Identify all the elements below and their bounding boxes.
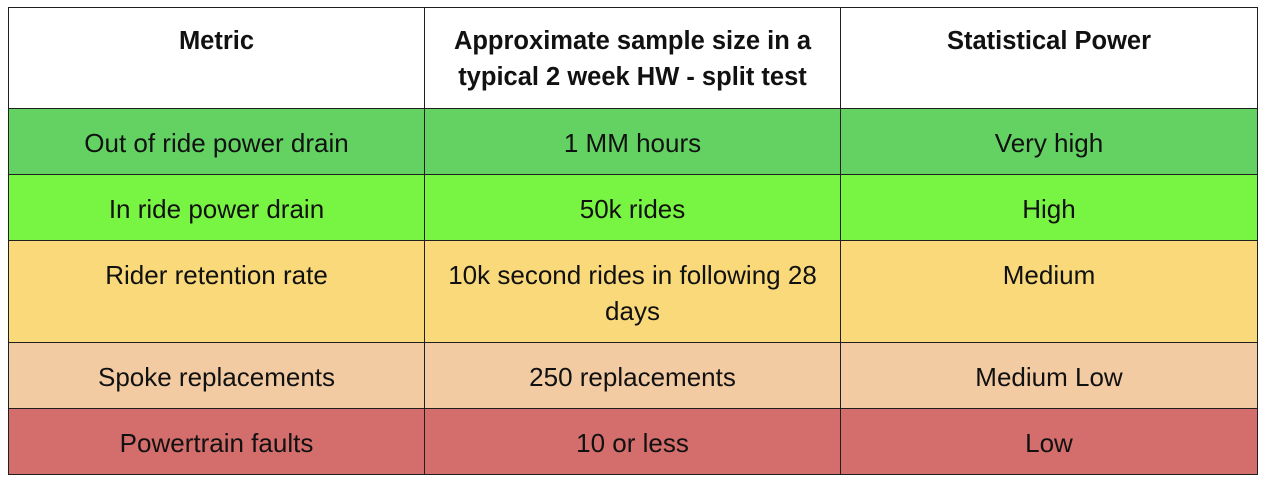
cell-metric: Powertrain faults (8, 408, 425, 475)
table-row: In ride power drain 50k rides High (8, 174, 1258, 241)
cell-statistical-power: Low (840, 408, 1258, 475)
cell-statistical-power: Very high (840, 108, 1258, 175)
cell-statistical-power: Medium (840, 240, 1258, 343)
cell-sample-size: 50k rides (424, 174, 841, 241)
table-row: Rider retention rate 10k second rides in… (8, 240, 1258, 343)
header-sample-size: Approximate sample size in a typical 2 w… (424, 7, 841, 109)
metrics-table: Metric Approximate sample size in a typi… (8, 7, 1258, 475)
table-row: Powertrain faults 10 or less Low (8, 408, 1258, 475)
cell-metric: Spoke replacements (8, 342, 425, 409)
cell-metric: In ride power drain (8, 174, 425, 241)
header-statistical-power: Statistical Power (840, 7, 1258, 109)
cell-sample-size: 1 MM hours (424, 108, 841, 175)
cell-sample-size: 10 or less (424, 408, 841, 475)
table-header-row: Metric Approximate sample size in a typi… (8, 7, 1258, 109)
cell-sample-size: 10k second rides in following 28 days (424, 240, 841, 343)
table-row: Spoke replacements 250 replacements Medi… (8, 342, 1258, 409)
table-row: Out of ride power drain 1 MM hours Very … (8, 108, 1258, 175)
cell-statistical-power: High (840, 174, 1258, 241)
cell-sample-size: 250 replacements (424, 342, 841, 409)
metrics-table-container: Metric Approximate sample size in a typi… (8, 7, 1258, 475)
cell-metric: Rider retention rate (8, 240, 425, 343)
cell-metric: Out of ride power drain (8, 108, 425, 175)
header-metric: Metric (8, 7, 425, 109)
cell-statistical-power: Medium Low (840, 342, 1258, 409)
